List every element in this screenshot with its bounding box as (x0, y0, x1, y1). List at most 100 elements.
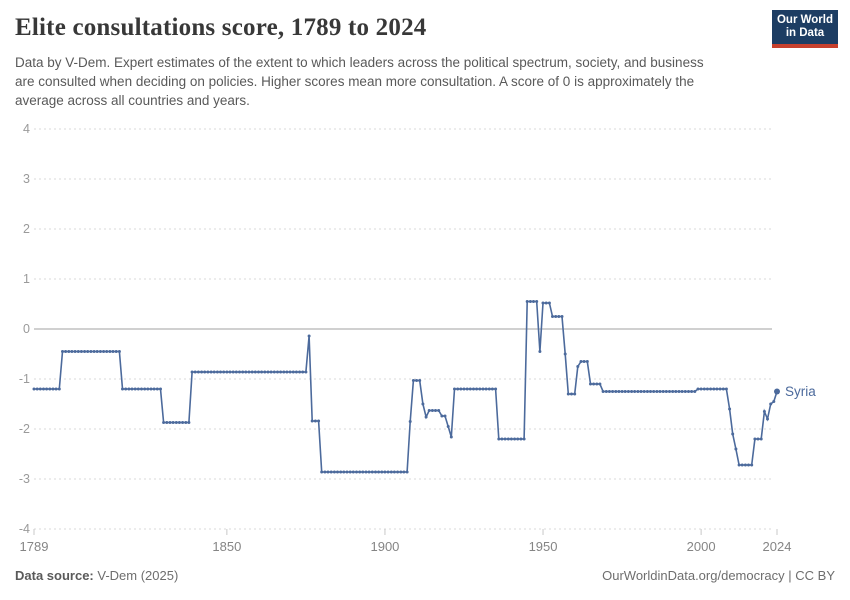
data-point[interactable] (576, 365, 580, 368)
data-point[interactable] (266, 370, 270, 374)
data-point[interactable] (212, 370, 216, 374)
data-point[interactable] (288, 370, 292, 374)
data-point[interactable] (162, 421, 166, 424)
data-point[interactable] (509, 437, 513, 441)
data-point[interactable] (712, 387, 716, 391)
data-point[interactable] (589, 382, 592, 386)
data-point[interactable] (83, 350, 87, 353)
data-point[interactable] (241, 370, 245, 374)
data-point[interactable] (200, 370, 204, 374)
data-point[interactable] (377, 470, 381, 474)
data-point[interactable] (358, 470, 362, 474)
data-point[interactable] (140, 387, 143, 391)
data-point[interactable] (323, 470, 327, 474)
data-point[interactable] (408, 420, 412, 423)
data-point[interactable] (102, 350, 106, 353)
data-point[interactable] (582, 360, 586, 363)
data-point[interactable] (174, 421, 178, 424)
data-point[interactable] (76, 350, 80, 353)
data-point[interactable] (351, 470, 355, 474)
data-point[interactable] (231, 370, 235, 374)
data-point[interactable] (54, 387, 58, 391)
data-point[interactable] (61, 350, 64, 353)
data-point[interactable] (345, 470, 349, 474)
data-series-syria[interactable]: Syria (32, 300, 817, 474)
data-point[interactable] (440, 414, 444, 418)
data-point[interactable] (143, 387, 147, 391)
data-point[interactable] (225, 370, 229, 374)
data-point[interactable] (626, 390, 630, 393)
data-point[interactable] (380, 470, 384, 474)
data-point[interactable] (490, 387, 494, 391)
data-point[interactable] (263, 370, 267, 374)
data-point[interactable] (427, 409, 431, 412)
data-point[interactable] (244, 370, 248, 374)
data-point[interactable] (294, 370, 298, 374)
data-point[interactable] (35, 387, 39, 391)
data-point[interactable] (181, 421, 185, 424)
data-point[interactable] (601, 390, 605, 393)
data-point[interactable] (298, 370, 302, 374)
data-point[interactable] (272, 370, 276, 374)
data-point[interactable] (642, 390, 646, 393)
data-point[interactable] (519, 437, 523, 441)
data-point[interactable] (620, 390, 624, 393)
data-point[interactable] (383, 470, 387, 474)
data-point[interactable] (301, 370, 305, 374)
data-point[interactable] (253, 370, 257, 374)
data-point[interactable] (402, 470, 406, 474)
data-point[interactable] (105, 350, 109, 353)
data-point[interactable] (661, 390, 665, 393)
data-point[interactable] (285, 370, 289, 374)
data-point[interactable] (513, 437, 517, 441)
data-point[interactable] (532, 300, 535, 303)
data-point[interactable] (108, 350, 112, 353)
data-point[interactable] (114, 350, 118, 353)
data-point[interactable] (332, 470, 336, 474)
data-point[interactable] (721, 387, 725, 391)
data-point[interactable] (45, 387, 49, 391)
data-point[interactable] (73, 350, 77, 353)
data-point[interactable] (260, 370, 264, 374)
data-point[interactable] (506, 437, 510, 441)
data-point[interactable] (171, 421, 175, 424)
data-point[interactable] (702, 387, 706, 391)
data-point[interactable] (709, 387, 713, 391)
data-point[interactable] (193, 370, 197, 374)
data-point[interactable] (446, 425, 450, 428)
data-point[interactable] (127, 387, 131, 391)
data-point[interactable] (652, 390, 656, 393)
data-point[interactable] (168, 421, 172, 424)
data-point[interactable] (535, 300, 539, 303)
data-point[interactable] (364, 470, 368, 474)
data-point[interactable] (219, 370, 222, 374)
data-point[interactable] (737, 463, 741, 467)
data-point[interactable] (658, 390, 662, 393)
data-point[interactable] (92, 350, 96, 353)
data-point[interactable] (117, 350, 121, 353)
data-point[interactable] (611, 390, 615, 393)
data-point[interactable] (769, 402, 773, 406)
data-point[interactable] (291, 370, 295, 374)
data-point[interactable] (206, 370, 210, 374)
data-point[interactable] (683, 390, 687, 393)
data-point[interactable] (405, 470, 409, 474)
data-point[interactable] (680, 390, 684, 393)
data-point[interactable] (538, 350, 542, 353)
data-point[interactable] (307, 334, 311, 338)
data-point[interactable] (177, 421, 181, 424)
data-point[interactable] (392, 470, 396, 474)
data-point[interactable] (38, 387, 42, 391)
data-point[interactable] (623, 390, 627, 393)
data-point[interactable] (443, 414, 447, 418)
data-point[interactable] (472, 387, 475, 391)
data-point[interactable] (317, 419, 321, 423)
data-point[interactable] (750, 463, 754, 467)
data-point[interactable] (374, 470, 377, 474)
data-point[interactable] (645, 390, 649, 393)
data-point[interactable] (190, 370, 194, 374)
data-point[interactable] (573, 392, 577, 396)
data-point[interactable] (462, 387, 466, 391)
data-point[interactable] (222, 370, 226, 374)
data-point[interactable] (728, 407, 732, 411)
